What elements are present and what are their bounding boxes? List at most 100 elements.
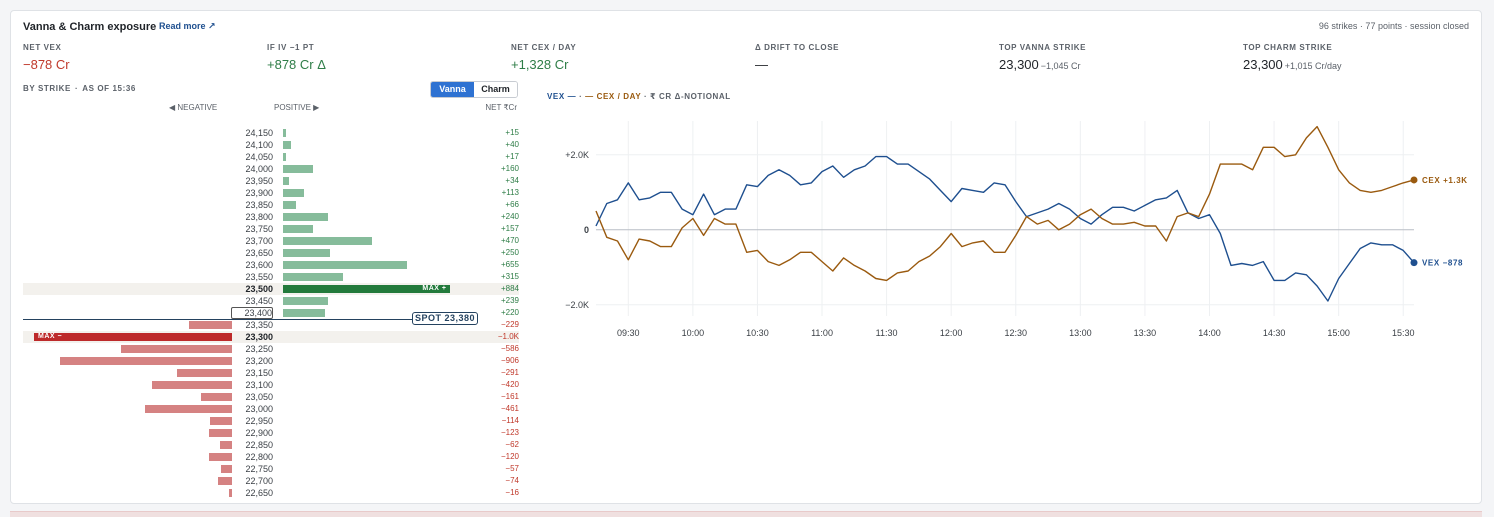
metric-label: NET VEX [23,43,62,52]
strike-label: 23,650 [245,248,273,258]
strike-label: 22,650 [245,488,273,498]
net-value: −120 [500,452,519,461]
strike-row[interactable]: 23,650 +250 [23,247,519,259]
positive-bar [283,273,343,281]
negative-bar [188,321,232,329]
positive-bar [283,141,291,149]
net-value: −74 [505,476,519,485]
x-tick-label: 14:30 [1263,328,1286,338]
positive-bar [283,237,373,245]
metric-value: +878 Cr Δ [267,57,326,72]
net-value: +239 [500,296,519,305]
strike-row[interactable]: 22,900 −123 [23,427,519,439]
positive-bar [283,177,290,185]
x-tick-label: 13:00 [1069,328,1092,338]
strike-label: 24,000 [245,164,273,174]
x-tick-label: 13:30 [1134,328,1157,338]
strike-row[interactable]: 23,000 −461 [23,403,519,415]
net-value: −57 [505,464,519,473]
strike-row[interactable]: 23,800 +240 [23,211,519,223]
strike-row[interactable]: 23,900 +113 [23,187,519,199]
spot-line [23,319,469,320]
strike-row[interactable]: 23,850 +66 [23,199,519,211]
strike-row[interactable]: 24,000 +160 [23,163,519,175]
strike-row[interactable]: 22,800 −120 [23,451,519,463]
strike-row[interactable]: 23,350 −229 [23,319,519,331]
y-tick-label: 0 [584,225,589,235]
strike-row[interactable]: 22,750 −57 [23,463,519,475]
strike-row[interactable]: 23,250 −586 [23,343,519,355]
negative-bar [220,441,232,449]
positive-column-header: POSITIVE ▶ [274,103,320,112]
positive-bar [283,261,408,269]
strike-label: 23,450 [245,296,273,306]
strike-label: 24,150 [245,128,273,138]
net-value: +250 [500,248,519,257]
as-of-label: AS OF 15:36 [82,84,136,93]
cex-end-marker [1410,176,1418,184]
legend-cex: — CEX / DAY [585,92,642,101]
positive-bar [283,165,314,173]
strike-row[interactable]: 23,450 +239 [23,295,519,307]
by-strike-label: BY STRIKE [23,84,71,93]
read-more-link[interactable]: Read more ↗ [159,21,216,31]
strike-label: 23,150 [245,368,273,378]
strike-row[interactable]: 23,950 +34 [23,175,519,187]
metric-value: 23,300 [1243,57,1283,72]
strike-row[interactable]: 23,200 −906 [23,355,519,367]
metric-3: Δ DRIFT TO CLOSE — [755,43,839,72]
max-negative-tag: MAX − [38,333,63,340]
negative-column-header: ◀ NEGATIVE [169,103,218,112]
strike-row[interactable]: 22,850 −62 [23,439,519,451]
strike-row[interactable]: 23,600 +655 [23,259,519,271]
negative-bar [210,417,232,425]
negative-bar [228,489,232,497]
strike-label: 22,850 [245,440,273,450]
strike-row[interactable]: 24,050 +17 [23,151,519,163]
strike-label: 23,000 [245,404,273,414]
strike-label: 24,050 [245,152,273,162]
negative-bar [120,345,232,353]
x-tick-label: 11:30 [876,328,898,338]
net-value: −906 [500,356,519,365]
strike-row[interactable]: 23,700 +470 [23,235,519,247]
strike-row[interactable]: 23,750 +157 [23,223,519,235]
cex-series-line [595,125,1415,282]
strike-row[interactable]: 24,100 +40 [23,139,519,151]
strike-row[interactable]: 24,150 +15 [23,127,519,139]
legend-vex: VEX — [547,92,577,101]
strike-label: 23,550 [245,272,273,282]
strike-row[interactable]: 22,700 −74 [23,475,519,487]
positive-bar [283,309,325,317]
strike-row[interactable]: 23,400 +220 [23,307,519,319]
vanna-charm-toggle[interactable]: Vanna Charm [430,81,518,98]
net-value: −114 [501,416,519,425]
metric-value-row: +878 Cr Δ [267,57,326,72]
metric-value: +1,328 Cr [511,57,569,72]
strike-row[interactable]: 23,500 MAX + +884 [23,283,519,295]
toggle-charm[interactable]: Charm [474,82,517,97]
negative-bar [221,465,232,473]
metric-4: TOP VANNA STRIKE 23,300 −1,045 Cr [999,43,1086,72]
metric-label: TOP CHARM STRIKE [1243,43,1333,52]
strike-row[interactable]: 22,650 −16 [23,487,519,499]
net-value: +655 [500,260,519,269]
strike-row[interactable]: 23,550 +315 [23,271,519,283]
strike-row[interactable]: 23,300 MAX − −1.0K [23,331,519,343]
strike-row[interactable]: 22,950 −114 [23,415,519,427]
net-value: +40 [505,140,519,149]
strike-row[interactable]: 23,150 −291 [23,367,519,379]
net-value: −461 [500,404,519,413]
legend-separator: · [579,92,583,101]
negative-bar: MAX − [34,333,232,341]
strike-row[interactable]: 23,050 −161 [23,391,519,403]
negative-bar [152,381,232,389]
strike-row[interactable]: 23,100 −420 [23,379,519,391]
net-value: −420 [500,380,519,389]
positive-bar [283,249,331,257]
strike-label: 24,100 [245,140,273,150]
metric-value: — [755,57,768,72]
toggle-vanna[interactable]: Vanna [431,82,474,97]
x-tick-label: 10:30 [746,328,769,338]
metric-value-row: −878 Cr [23,57,70,72]
